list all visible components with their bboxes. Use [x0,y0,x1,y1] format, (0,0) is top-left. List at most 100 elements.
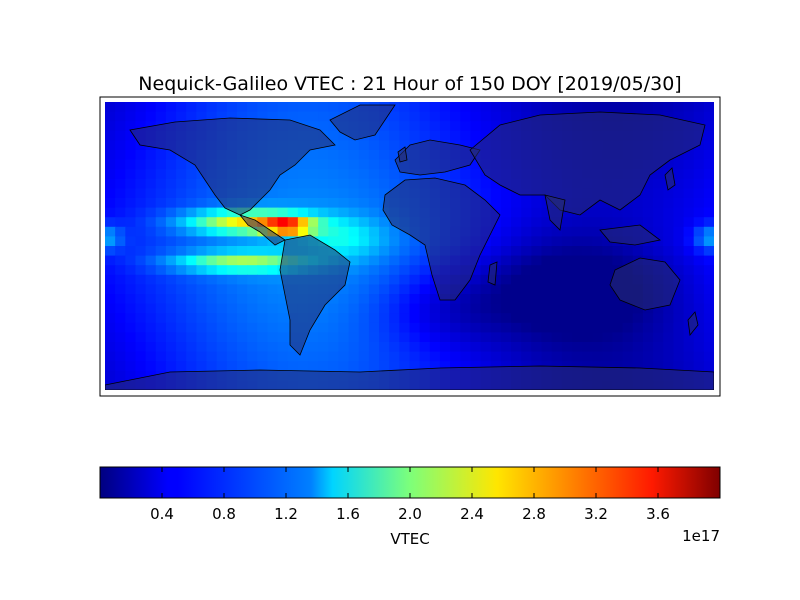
heatmap-cell [429,361,441,372]
heatmap-cell [216,255,228,266]
heatmap-cell [673,332,685,343]
heatmap-cell [460,178,471,189]
heatmap-cell [571,322,583,333]
heatmap-cell [216,274,228,285]
heatmap-cell [561,207,573,218]
heatmap-cell [308,188,319,199]
heatmap-cell [247,351,258,362]
heatmap-cell [693,246,705,257]
heatmap-cell [490,322,502,333]
heatmap-cell [277,342,289,353]
heatmap-cell [267,322,279,333]
heatmap-cell [673,188,685,199]
heatmap-cell [155,198,167,209]
heatmap-cell [693,150,705,161]
heatmap-cell [236,342,248,353]
heatmap-cell [429,332,441,343]
heatmap-cell [287,111,299,122]
heatmap-cell [409,130,421,141]
heatmap-cell [389,111,400,122]
heatmap-cell [247,207,258,218]
heatmap-cell [216,361,228,372]
heatmap-cell [165,265,177,276]
heatmap-cell [135,159,147,170]
heatmap-cell [379,351,390,362]
heatmap-cell [125,361,137,372]
heatmap-cell [490,121,502,132]
heatmap-cell [541,265,553,276]
heatmap-cell [379,361,390,372]
heatmap-cell [521,255,532,266]
heatmap-cell [399,294,411,305]
heatmap-cell [683,236,695,247]
heatmap-cell [439,102,451,113]
heatmap-cell [683,265,695,276]
heatmap-cell [368,294,380,305]
heatmap-cell [226,207,238,218]
heatmap-cell [267,342,279,353]
heatmap-cell [308,226,319,237]
heatmap-cell [632,207,644,218]
heatmap-cell [460,322,471,333]
heatmap-cell [419,102,431,113]
heatmap-cell [155,246,167,257]
heatmap-cell [379,188,390,199]
heatmap-cell [470,361,482,372]
heatmap-cell [216,102,228,113]
heatmap-cell [439,303,451,314]
heatmap-cell [439,130,451,141]
heatmap-cell [155,188,167,199]
heatmap-cell [206,303,218,314]
heatmap-cell [582,303,593,314]
heatmap-cell [186,303,197,314]
heatmap-cell [571,303,583,314]
heatmap-cell [247,322,258,333]
heatmap-cell [673,313,685,324]
heatmap-cell [186,226,197,237]
heatmap-cell [368,246,380,257]
heatmap-cell [693,255,705,266]
heatmap-cell [409,294,421,305]
heatmap-cell [155,265,167,276]
heatmap-cell [165,178,177,189]
heatmap-cell [439,361,451,372]
heatmap-cell [105,169,116,180]
heatmap-cell [439,342,451,353]
heatmap-cell [125,207,137,218]
heatmap-cell [683,226,695,237]
heatmap-cell [105,351,116,362]
heatmap-cell [419,361,431,372]
heatmap-cell [511,294,522,305]
heatmap-cell [561,284,573,295]
heatmap-cell [541,255,553,266]
heatmap-cell [145,322,157,333]
heatmap-cell [703,255,714,266]
heatmap-cell [236,332,248,343]
heatmap-cell [105,255,116,266]
heatmap-cell [186,188,197,199]
heatmap-cell [145,246,157,257]
heatmap-cell [368,140,380,151]
heatmap-cell [439,313,451,324]
heatmap-cell [470,351,482,362]
heatmap-cell [703,159,714,170]
heatmap-cell [500,255,512,266]
heatmap-cell [115,303,126,314]
heatmap-cell [379,121,390,132]
heatmap-cell [531,265,543,276]
heatmap-cell [358,188,370,199]
heatmap-cell [125,294,137,305]
heatmap-cell [176,169,187,180]
heatmap-cell [135,111,147,122]
heatmap-cell [206,255,218,266]
heatmap-cell [673,255,685,266]
heatmap-cell [196,255,208,266]
heatmap-cell [328,294,340,305]
heatmap-cell [480,322,492,333]
heatmap-cell [125,130,137,141]
heatmap-cell [308,217,319,228]
heatmap-cell [115,102,126,113]
heatmap-cell [196,342,208,353]
heatmap-cell [257,351,268,362]
heatmap-cell [683,159,695,170]
